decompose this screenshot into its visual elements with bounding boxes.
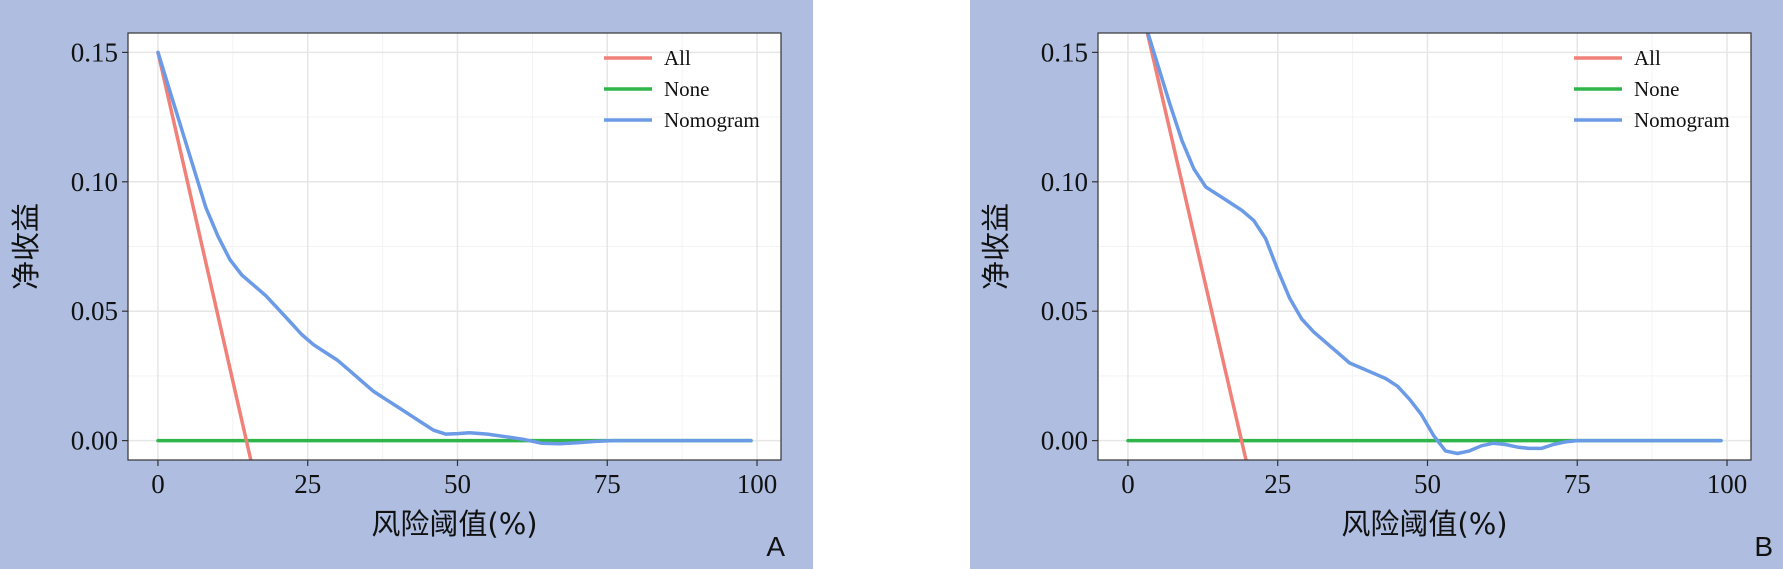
y-tick-label: 0.15	[1041, 37, 1088, 67]
legend: All None Nomogram	[1574, 46, 1730, 132]
legend-label-all: All	[1634, 46, 1661, 70]
x-axis-title: 风险阈值(%)	[1341, 507, 1507, 541]
y-tick-label: 0.05	[71, 296, 118, 326]
y-axis-title: 净收益	[9, 203, 43, 290]
legend-label-none: None	[1634, 77, 1680, 101]
x-tick-label: 25	[294, 469, 321, 499]
y-tick-label: 0.05	[1041, 296, 1088, 326]
x-tick-label: 50	[1414, 469, 1441, 499]
legend-label-nomogram: Nomogram	[664, 108, 760, 132]
legend-label-nomogram: Nomogram	[1634, 108, 1730, 132]
x-tick-label: 25	[1264, 469, 1291, 499]
series-line-nomogram	[1146, 33, 1723, 456]
series-line-nomogram	[156, 50, 753, 446]
x-tick-label: 75	[1564, 469, 1591, 499]
series-line-all	[156, 50, 253, 460]
x-tick-label: 0	[151, 469, 165, 499]
plot-border	[1097, 32, 1752, 461]
legend-label-none: None	[664, 77, 710, 101]
chart-panel-a: 0 25 50 75 100 0.00 0.05 0.10 0.15 风险阈值(%) 净收益 All N…	[9, 32, 785, 562]
x-tick-label: 100	[737, 469, 778, 499]
y-axis-title: 净收益	[979, 203, 1013, 290]
y-tick-label: 0.00	[71, 426, 118, 456]
plot-border	[127, 32, 782, 461]
y-tick-label: 0.00	[1041, 426, 1088, 456]
x-tick-label: 0	[1121, 469, 1135, 499]
x-tick-label: 100	[1707, 469, 1748, 499]
chart-panel-b: 0 25 50 75 100 0.00 0.05 0.10 0.15 风险阈值(%) 净收益 All N…	[979, 32, 1773, 562]
y-tick-label: 0.15	[71, 37, 118, 67]
legend-label-all: All	[664, 46, 691, 70]
x-axis-title: 风险阈值(%)	[371, 507, 537, 541]
panel-letter: B	[1754, 531, 1773, 562]
y-tick-label: 0.10	[71, 167, 118, 197]
legend: All None Nomogram	[604, 46, 760, 132]
y-tick-label: 0.10	[1041, 167, 1088, 197]
x-tick-label: 75	[594, 469, 621, 499]
panel-letter: A	[766, 531, 785, 562]
x-tick-label: 50	[444, 469, 471, 499]
